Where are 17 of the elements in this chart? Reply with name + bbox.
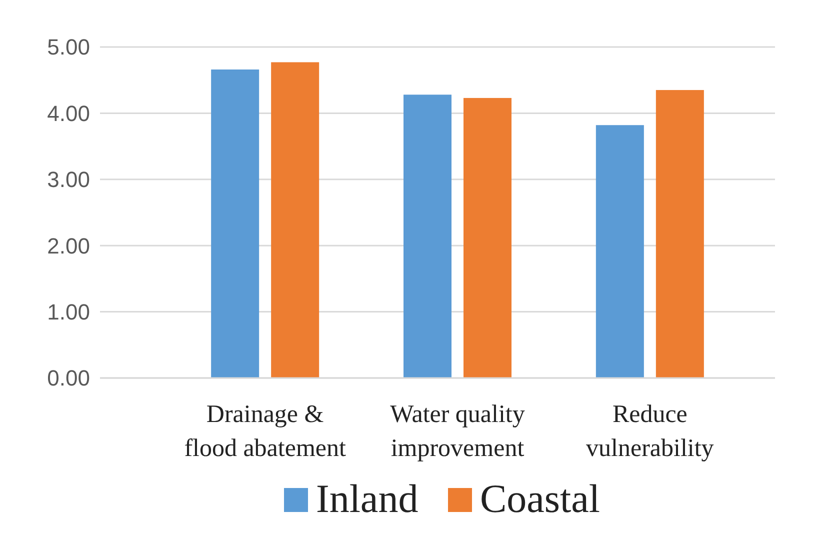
y-tick-label: 2.00 [47,233,90,258]
y-tick-label: 4.00 [47,100,90,126]
x-tick-label: Reduce vulnerability [586,401,714,462]
y-tick-label: 3.00 [47,167,90,192]
y-tick-label: 5.00 [47,34,90,60]
legend-label: Inland [316,476,418,521]
x-tick-label: Water quality improvement [390,401,526,462]
x-tick-label: Drainage & flood abatement [184,401,346,462]
y-tick-label: 0.00 [47,366,90,391]
y-tick-label: 1.00 [47,300,90,324]
bar [656,90,704,378]
bar [211,70,260,378]
legend-label: Coastal [480,476,600,521]
bar [271,62,320,378]
bar [404,94,452,378]
bar [464,98,512,378]
bar [596,125,644,378]
